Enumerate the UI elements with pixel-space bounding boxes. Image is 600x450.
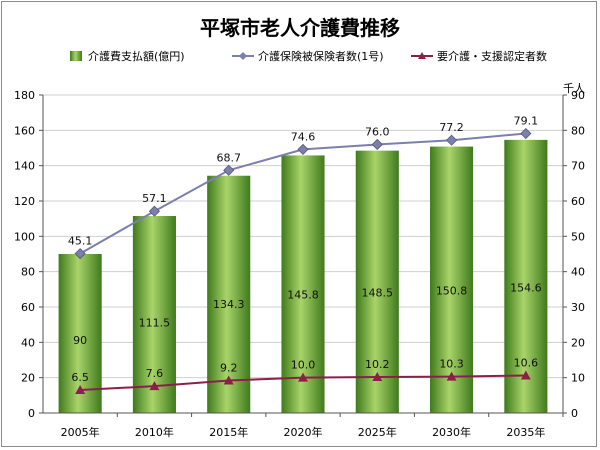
line-data-label: 6.5 [71,371,89,384]
line-series [74,127,532,395]
bar-data-label: 145.8 [287,289,319,302]
right-axis-tick-label: 70 [571,160,585,173]
bar-data-label: 154.6 [510,281,542,294]
triangle-marker [520,370,531,380]
bar [281,155,325,414]
line-data-label: 77.2 [439,121,464,134]
line-data-label: 9.2 [220,361,238,374]
right-axis-tick-label: 80 [571,124,585,137]
axes: 0 20 40 60 80 100 120 140 160 180 0 10 20 30 40 50 60 70 8… [14,89,585,439]
line-data-label: 10.3 [439,358,464,371]
bar-data-label: 90 [73,334,87,347]
right-axis-unit-label: 千人 [563,82,585,95]
line-data-label: 68.7 [216,151,241,164]
left-axis-tick-label: 100 [14,230,35,243]
chart-title: 平塚市老人介護費推移 [200,16,400,40]
diamond-marker [223,164,235,176]
line-data-label: 7.6 [146,367,164,380]
diamond-marker [520,127,532,140]
right-axis-tick-label: 50 [571,230,585,243]
x-axis-tick-label: 2035年 [506,425,545,439]
left-axis-tick-label: 160 [14,124,35,137]
left-axis-tick-label: 180 [14,89,35,102]
left-axis-tick-label: 80 [21,266,35,279]
left-axis-tick-label: 120 [14,195,35,208]
diamond-marker [371,138,383,151]
line-data-label: 79.1 [514,115,539,128]
line-data-label: 57.1 [142,192,167,205]
bar-data-label: 148.5 [362,286,394,299]
left-axis-tick-label: 40 [21,336,35,349]
line-data-label: 10.2 [365,358,390,371]
right-axis-tick-label: 90 [571,89,585,102]
bar [132,216,176,413]
bar [430,146,474,413]
x-axis-tick-label: 2025年 [358,425,397,439]
triangle-marker [223,375,234,385]
diamond-marker [446,134,458,146]
right-axis-tick-label: 30 [571,301,585,314]
right-axis-tick-label: 40 [571,266,585,279]
line-data-label: 76.0 [365,125,390,138]
right-axis-tick-label: 20 [571,336,585,349]
left-axis-tick-label: 0 [28,407,35,420]
diamond-marker [74,248,86,260]
right-axis-tick-label: 60 [571,195,585,208]
bar-series [58,139,548,414]
bar [355,150,399,413]
legend: 介護費支払額(億円) 介護保険被保険者数(1号) 要介護・支援認定者数 [70,49,547,63]
bar [504,139,548,413]
triangle-marker [372,371,383,381]
bar-data-label: 111.5 [139,316,171,329]
line-data-label: 10.6 [514,357,539,370]
x-axis-tick-label: 2015年 [209,425,248,439]
x-axis-tick-label: 2020年 [284,425,323,439]
triangle-marker [446,371,457,381]
bar-data-label: 150.8 [436,284,468,297]
legend-triangle-marker [418,52,426,59]
line-data-label: 74.6 [291,130,316,143]
bar-data-label: 134.3 [213,298,245,311]
line-data-label: 10.0 [291,359,316,372]
left-axis-tick-label: 20 [21,372,35,385]
legend-swatch-bar [70,51,82,61]
line-data-label: 45.1 [68,235,93,248]
triangle-marker [298,372,308,382]
triangle-marker [149,381,160,391]
diamond-marker [297,143,309,155]
right-axis-tick-label: 0 [571,407,578,420]
diamond-marker [148,205,160,217]
data-labels: 90 111.5 134.3 145.8 148.5 150.8 154.6 45.1 57.1… [68,115,542,385]
legend-label: 要介護・支援認定者数 [437,49,547,63]
left-axis-tick-label: 60 [21,301,35,314]
legend-diamond-marker [239,52,247,60]
x-axis-tick-label: 2010年 [135,425,174,439]
legend-label: 介護保険被保険者数(1号) [258,49,384,63]
legend-label: 介護費支払額(億円) [88,49,185,63]
x-axis-tick-label: 2030年 [432,425,471,439]
left-axis-tick-label: 140 [14,160,35,173]
triangle-marker [75,385,86,395]
bar [207,175,251,413]
right-axis-tick-label: 10 [571,372,585,385]
x-axis-tick-label: 2005年 [61,425,100,439]
